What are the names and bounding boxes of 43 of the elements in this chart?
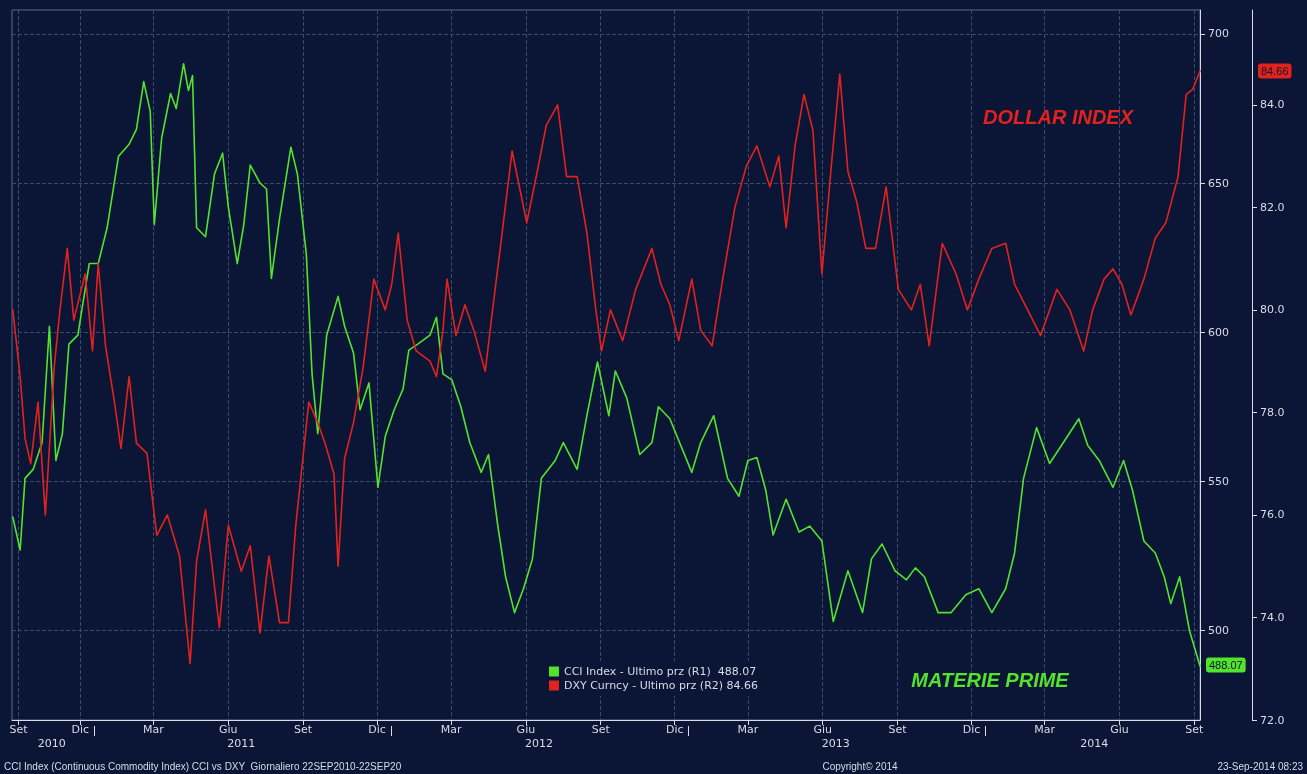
text: 84.66 bbox=[1261, 65, 1289, 77]
x-tick-label: Dic bbox=[71, 723, 90, 736]
x-tick-label: Giu bbox=[1110, 723, 1129, 736]
text: CCI Index (Continuous Commodity Index) CCI vs DXY Giornaliero 22SEP2010-22SEP20 bbox=[4, 760, 402, 772]
x-tick-label: Mar bbox=[440, 723, 462, 736]
x-tick-label: Set bbox=[888, 723, 908, 736]
text: 23-Sep-2014 08:23 bbox=[1217, 760, 1304, 772]
legend-label: DXY Curncy - Ultimo prz (R2) 84.66 bbox=[563, 679, 759, 692]
x2-tick-label: 2014 bbox=[1080, 737, 1109, 750]
x-tick-label: Dic bbox=[962, 723, 981, 736]
y2-tick-label: 76.0 bbox=[1260, 508, 1285, 522]
y2-tick-label: 78.0 bbox=[1260, 405, 1285, 419]
text: Copyright© 2014 bbox=[822, 760, 899, 772]
annotation: DOLLAR INDEX bbox=[983, 106, 1135, 128]
x-tick-label: Mar bbox=[1034, 723, 1056, 736]
x-tick-label: Dic bbox=[665, 723, 684, 736]
y-tick-label: 650 bbox=[1208, 176, 1229, 190]
text: 488.07 bbox=[1209, 659, 1243, 671]
x2-tick-label: 2010 bbox=[37, 737, 66, 750]
y2-tick-label: 72.0 bbox=[1260, 713, 1285, 727]
y-tick-label: 700 bbox=[1208, 27, 1229, 41]
x-tick-label: Giu bbox=[219, 723, 238, 736]
y2-tick-label: 84.0 bbox=[1260, 98, 1285, 112]
x-tick-label: Mar bbox=[143, 723, 165, 736]
y-tick-label: 500 bbox=[1208, 624, 1229, 637]
y-tick-label: 550 bbox=[1208, 474, 1229, 488]
x2-tick-label: 2013 bbox=[821, 737, 850, 750]
legend-label: CCI Index - Ultimo prz (R1) 488.07 bbox=[563, 665, 757, 678]
x-tick-label: Set bbox=[1185, 723, 1205, 736]
annotation: MATERIE PRIME bbox=[911, 669, 1070, 691]
x-tick-label: Giu bbox=[813, 723, 832, 736]
x-tick-label: Set bbox=[9, 723, 29, 736]
x-tick-label: Mar bbox=[737, 723, 759, 736]
y2-tick-label: 80.0 bbox=[1260, 303, 1285, 317]
y2-tick-label: 74.0 bbox=[1260, 610, 1285, 624]
y-tick-label: 600 bbox=[1208, 325, 1229, 339]
x2-tick-label: 2012 bbox=[524, 737, 553, 750]
x-tick-label: Giu bbox=[516, 723, 536, 736]
x-tick-label: Set bbox=[294, 723, 313, 736]
x-tick-label: Set bbox=[591, 723, 611, 736]
x-tick-label: Dic bbox=[368, 723, 386, 736]
x2-tick-label: 2011 bbox=[227, 737, 256, 750]
y2-tick-label: 82.0 bbox=[1260, 200, 1285, 214]
